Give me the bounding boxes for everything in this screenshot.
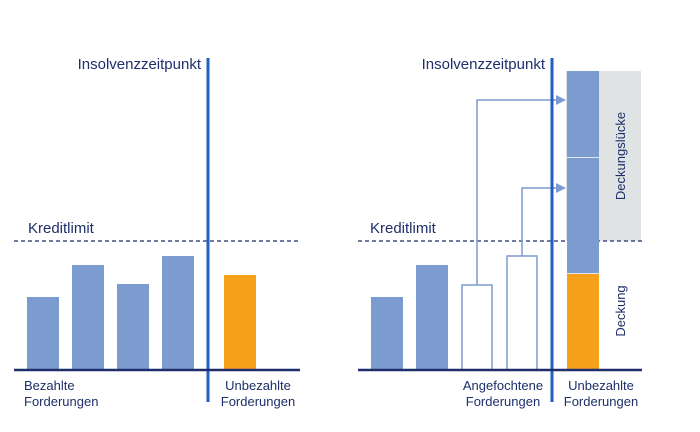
left-paid-label-line1: Bezahlte — [24, 378, 75, 393]
right-contested-bar — [461, 284, 493, 371]
contested-arrow-1-head — [556, 95, 566, 105]
right-contested-label-line2: Forderungen — [466, 394, 540, 409]
right-credit-limit-label: Kreditlimit — [370, 220, 437, 237]
contested-arrow-2 — [521, 187, 558, 256]
left-credit-limit-label: Kreditlimit — [28, 220, 95, 237]
left-unpaid-label-line1: Unbezahlte — [225, 378, 291, 393]
right-unpaid-label-line1: Unbezahlte — [568, 378, 634, 393]
right-paid-bar — [416, 265, 448, 370]
coverage-label: Deckung — [613, 285, 628, 336]
left-insolvency-label: Insolvenzzeitpunkt — [78, 56, 202, 73]
right-paid-bar — [371, 297, 403, 370]
left-unpaid-bar — [224, 275, 256, 370]
right-contested-bar — [506, 255, 538, 371]
right-panel: Kreditlimit Insolvenzzeitpunkt Deckungsl… — [358, 56, 642, 409]
left-paid-bar — [162, 256, 194, 370]
stacked-coverage-block — [567, 274, 599, 370]
contested-arrow-2-head — [556, 183, 566, 193]
left-paid-bar — [27, 297, 59, 370]
left-paid-bar — [117, 284, 149, 370]
left-panel: Kreditlimit Insolvenzzeitpunkt Bezahlte … — [14, 56, 300, 409]
left-paid-label-line2: Forderungen — [24, 394, 98, 409]
stacked-gap-block-lower — [567, 158, 599, 274]
right-contested-label-line1: Angefochtene — [463, 378, 543, 393]
contested-arrow-1 — [476, 99, 558, 285]
stacked-gap-block-upper — [567, 71, 599, 158]
coverage-gap-label: Deckungslücke — [613, 112, 628, 200]
left-paid-bar — [72, 265, 104, 370]
right-insolvency-label: Insolvenzzeitpunkt — [422, 56, 546, 73]
right-unpaid-label-line2: Forderungen — [564, 394, 638, 409]
left-unpaid-label-line2: Forderungen — [221, 394, 295, 409]
